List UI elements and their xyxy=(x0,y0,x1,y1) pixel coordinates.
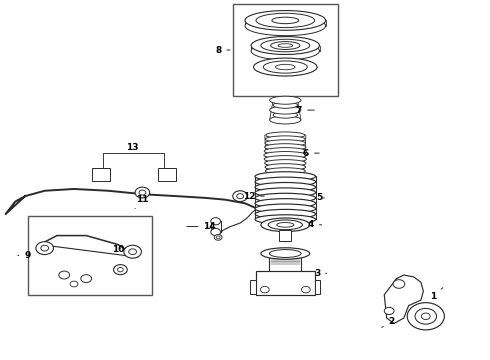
Ellipse shape xyxy=(255,215,316,224)
Ellipse shape xyxy=(263,61,307,73)
Circle shape xyxy=(407,303,444,330)
Circle shape xyxy=(41,245,49,251)
Bar xyxy=(256,271,315,295)
Bar xyxy=(315,280,320,294)
Circle shape xyxy=(118,267,123,272)
Ellipse shape xyxy=(270,96,301,104)
Circle shape xyxy=(233,191,247,202)
Ellipse shape xyxy=(278,44,293,47)
Ellipse shape xyxy=(245,10,326,30)
Ellipse shape xyxy=(261,248,310,259)
Ellipse shape xyxy=(266,136,305,143)
Ellipse shape xyxy=(251,37,319,54)
Ellipse shape xyxy=(268,220,302,230)
Circle shape xyxy=(301,287,310,293)
Ellipse shape xyxy=(264,148,306,154)
Text: 6: 6 xyxy=(303,149,319,158)
Circle shape xyxy=(114,265,127,275)
Ellipse shape xyxy=(253,58,317,76)
Text: 13: 13 xyxy=(126,143,139,152)
Ellipse shape xyxy=(270,106,301,114)
Ellipse shape xyxy=(255,193,316,203)
Ellipse shape xyxy=(256,13,315,28)
Bar xyxy=(27,216,152,295)
Circle shape xyxy=(421,313,430,319)
Text: 4: 4 xyxy=(308,220,321,229)
Text: 5: 5 xyxy=(317,193,324,202)
Text: 11: 11 xyxy=(135,194,148,209)
Circle shape xyxy=(237,194,244,199)
Ellipse shape xyxy=(255,177,316,186)
Text: 14: 14 xyxy=(187,222,216,231)
Text: 2: 2 xyxy=(382,317,395,327)
Circle shape xyxy=(211,218,220,225)
Ellipse shape xyxy=(255,183,316,192)
Circle shape xyxy=(81,275,92,283)
Text: 3: 3 xyxy=(314,269,327,278)
Bar xyxy=(269,252,301,273)
Circle shape xyxy=(124,245,142,258)
Circle shape xyxy=(36,242,53,255)
Circle shape xyxy=(135,187,150,198)
Text: 8: 8 xyxy=(215,45,230,54)
Ellipse shape xyxy=(245,16,326,36)
Circle shape xyxy=(260,287,269,293)
Ellipse shape xyxy=(265,164,306,170)
Ellipse shape xyxy=(265,144,306,150)
Ellipse shape xyxy=(261,39,310,52)
Ellipse shape xyxy=(255,188,316,197)
Ellipse shape xyxy=(273,102,297,108)
Circle shape xyxy=(59,271,70,279)
Bar xyxy=(158,168,175,181)
Ellipse shape xyxy=(265,159,306,166)
Ellipse shape xyxy=(270,249,301,257)
Ellipse shape xyxy=(270,41,300,49)
Circle shape xyxy=(415,309,437,324)
Circle shape xyxy=(129,249,137,255)
Circle shape xyxy=(393,280,405,288)
Ellipse shape xyxy=(266,168,305,174)
Ellipse shape xyxy=(277,222,294,227)
Ellipse shape xyxy=(255,210,316,219)
Text: 1: 1 xyxy=(430,288,443,301)
Bar xyxy=(279,230,291,241)
Text: 10: 10 xyxy=(112,246,124,255)
Ellipse shape xyxy=(264,152,307,159)
Circle shape xyxy=(216,236,220,239)
Ellipse shape xyxy=(251,42,319,60)
Ellipse shape xyxy=(275,64,295,70)
Ellipse shape xyxy=(266,132,305,138)
Ellipse shape xyxy=(255,172,316,181)
Circle shape xyxy=(70,281,78,287)
Circle shape xyxy=(139,190,146,195)
Text: 12: 12 xyxy=(243,192,264,201)
Circle shape xyxy=(384,307,394,315)
Ellipse shape xyxy=(264,156,306,163)
Bar xyxy=(233,4,338,96)
Ellipse shape xyxy=(273,112,297,118)
Ellipse shape xyxy=(270,116,301,124)
Circle shape xyxy=(211,228,220,235)
Ellipse shape xyxy=(265,140,306,147)
Ellipse shape xyxy=(255,204,316,213)
Text: 7: 7 xyxy=(296,105,314,114)
Ellipse shape xyxy=(261,218,310,231)
Text: 9: 9 xyxy=(18,251,31,260)
Circle shape xyxy=(214,234,222,240)
Ellipse shape xyxy=(272,17,299,24)
Bar xyxy=(92,168,110,181)
Bar xyxy=(250,280,256,294)
Ellipse shape xyxy=(255,199,316,208)
